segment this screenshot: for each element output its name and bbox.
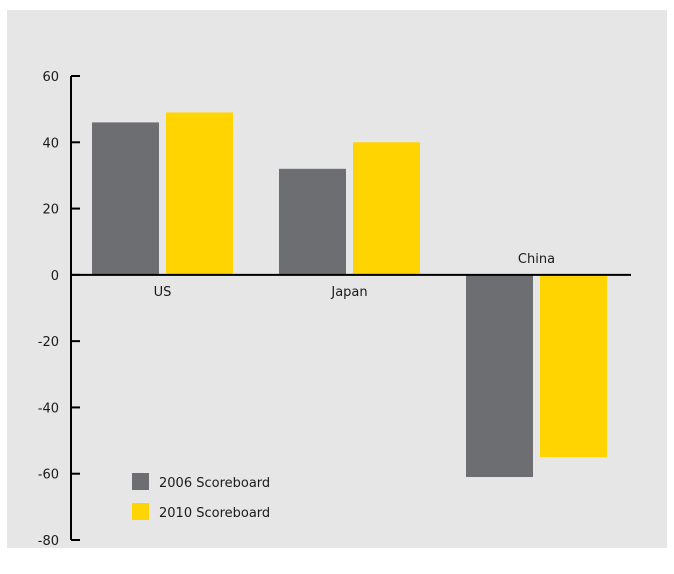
category-label-japan: Japan (330, 285, 367, 300)
legend-swatch-series-1 (132, 473, 149, 490)
y-tick-label: -60 (38, 468, 59, 483)
y-tick-label: 0 (51, 269, 59, 284)
category-label-china: China (518, 252, 555, 267)
y-tick-label: 20 (42, 203, 59, 218)
y-tick-label: 60 (42, 70, 59, 85)
bar-us-series-2 (166, 112, 233, 275)
chart-panel: 60 40 20 0 -20 -40 -60 -80 US Japan China 2006 Scor… (7, 10, 667, 548)
bar-japan-series-1 (279, 168, 346, 275)
y-tick-label: -80 (38, 534, 59, 548)
bar-us-series-1 (92, 122, 159, 275)
bar-japan-series-2 (353, 142, 420, 275)
legend-label-series-2: 2010 Scoreboard (159, 506, 270, 521)
y-tick-label: 40 (42, 136, 59, 151)
bar-china-series-1 (466, 274, 533, 478)
bar-china-series-2 (540, 274, 607, 458)
y-tick-label: -40 (38, 401, 59, 416)
legend-swatch-series-2 (132, 503, 149, 520)
bar-chart: 60 40 20 0 -20 -40 -60 -80 US Japan China 2006 Scor… (38, 70, 631, 548)
y-tick-label: -20 (38, 335, 59, 350)
category-label-us: US (154, 285, 172, 300)
legend-label-series-1: 2006 Scoreboard (159, 476, 270, 491)
